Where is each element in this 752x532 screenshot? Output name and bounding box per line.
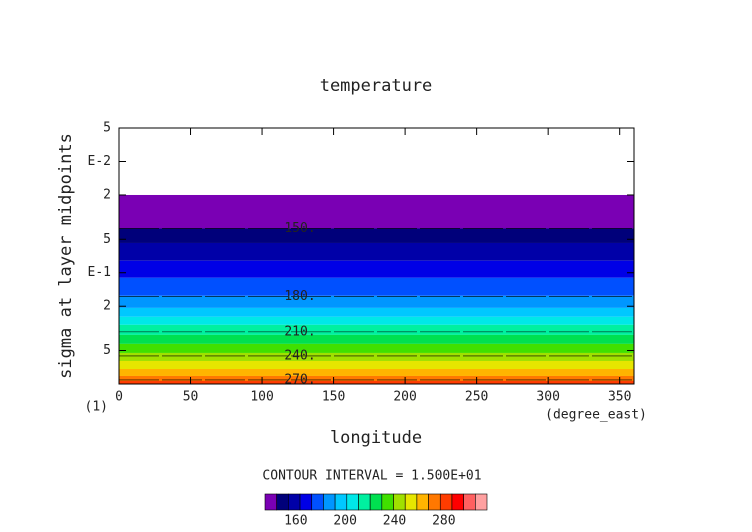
colorbar-box (416, 493, 429, 511)
contour-label: 240. (284, 348, 315, 363)
contour-band (119, 360, 634, 369)
contour-band (119, 352, 634, 361)
colorbar-label: 280 (432, 514, 455, 529)
contour-band (119, 343, 634, 353)
colorbar-box (346, 493, 359, 511)
y-tick-label: 2 (103, 187, 111, 202)
colorbar-box (381, 493, 394, 511)
contour-interval: CONTOUR INTERVAL = 1.500E+01 (262, 469, 481, 484)
y-tick-label: E-2 (88, 154, 111, 169)
contour-band (119, 194, 634, 229)
contour-band (119, 295, 634, 308)
x-tick-label: 200 (393, 390, 416, 405)
contour-band (119, 307, 634, 317)
y-tick-label: 2 (103, 299, 111, 314)
y-tick-label: 5 (103, 121, 111, 136)
contour-band (119, 381, 634, 384)
contour-band (119, 316, 634, 325)
colorbar-box (323, 493, 336, 511)
x-tick-label: 0 (115, 390, 123, 405)
x-tick-label: 300 (536, 390, 559, 405)
contour-band (119, 242, 634, 261)
contour-label: 210. (284, 324, 315, 339)
x-tick-label: 350 (608, 390, 631, 405)
contour-label: 180. (284, 289, 315, 304)
contour-label: 150. (284, 221, 315, 236)
contour-band (119, 368, 634, 376)
x-tick-label: 50 (183, 390, 199, 405)
x-tick-label: 100 (250, 390, 273, 405)
colorbar-box (264, 493, 277, 511)
colorbar-box (358, 493, 371, 511)
colorbar-box (428, 493, 441, 511)
contour-label: 270. (284, 372, 315, 387)
y-tick-label: 5 (103, 232, 111, 247)
contour-band (119, 375, 634, 382)
contour-band (119, 334, 634, 344)
colorbar-box (463, 493, 476, 511)
colorbar-box (334, 493, 348, 511)
colorbar-box (369, 493, 383, 511)
x-tick-label: 150 (322, 390, 345, 405)
colorbar-box (393, 493, 406, 511)
x-axis-label: longitude (330, 428, 422, 448)
colorbar-label: 200 (333, 514, 356, 529)
contour-band (119, 228, 634, 243)
colorbar-label: 240 (383, 514, 406, 529)
x-unit: (degree_east) (545, 408, 647, 423)
y-axis-label: sigma at layer midpoints (56, 133, 76, 379)
chart-title: temperature (320, 76, 433, 96)
colorbar-label: 160 (284, 514, 307, 529)
y-tick-label: E-1 (88, 265, 111, 280)
colorbar-box (451, 493, 464, 511)
y-tick-label: 5 (103, 343, 111, 358)
contour-band (119, 277, 634, 296)
colorbar-box (439, 493, 453, 511)
colorbar-box (276, 493, 289, 511)
plot-frame (118, 127, 635, 385)
colorbar-box (299, 493, 313, 511)
contour-band (119, 324, 634, 335)
colorbar-box (311, 493, 324, 511)
x-tick-label: 250 (465, 390, 488, 405)
y-tick-label: (1) (85, 400, 108, 415)
colorbar-box (404, 493, 418, 511)
contour-band (119, 260, 634, 278)
colorbar-box (475, 493, 488, 511)
colorbar-box (288, 493, 301, 511)
